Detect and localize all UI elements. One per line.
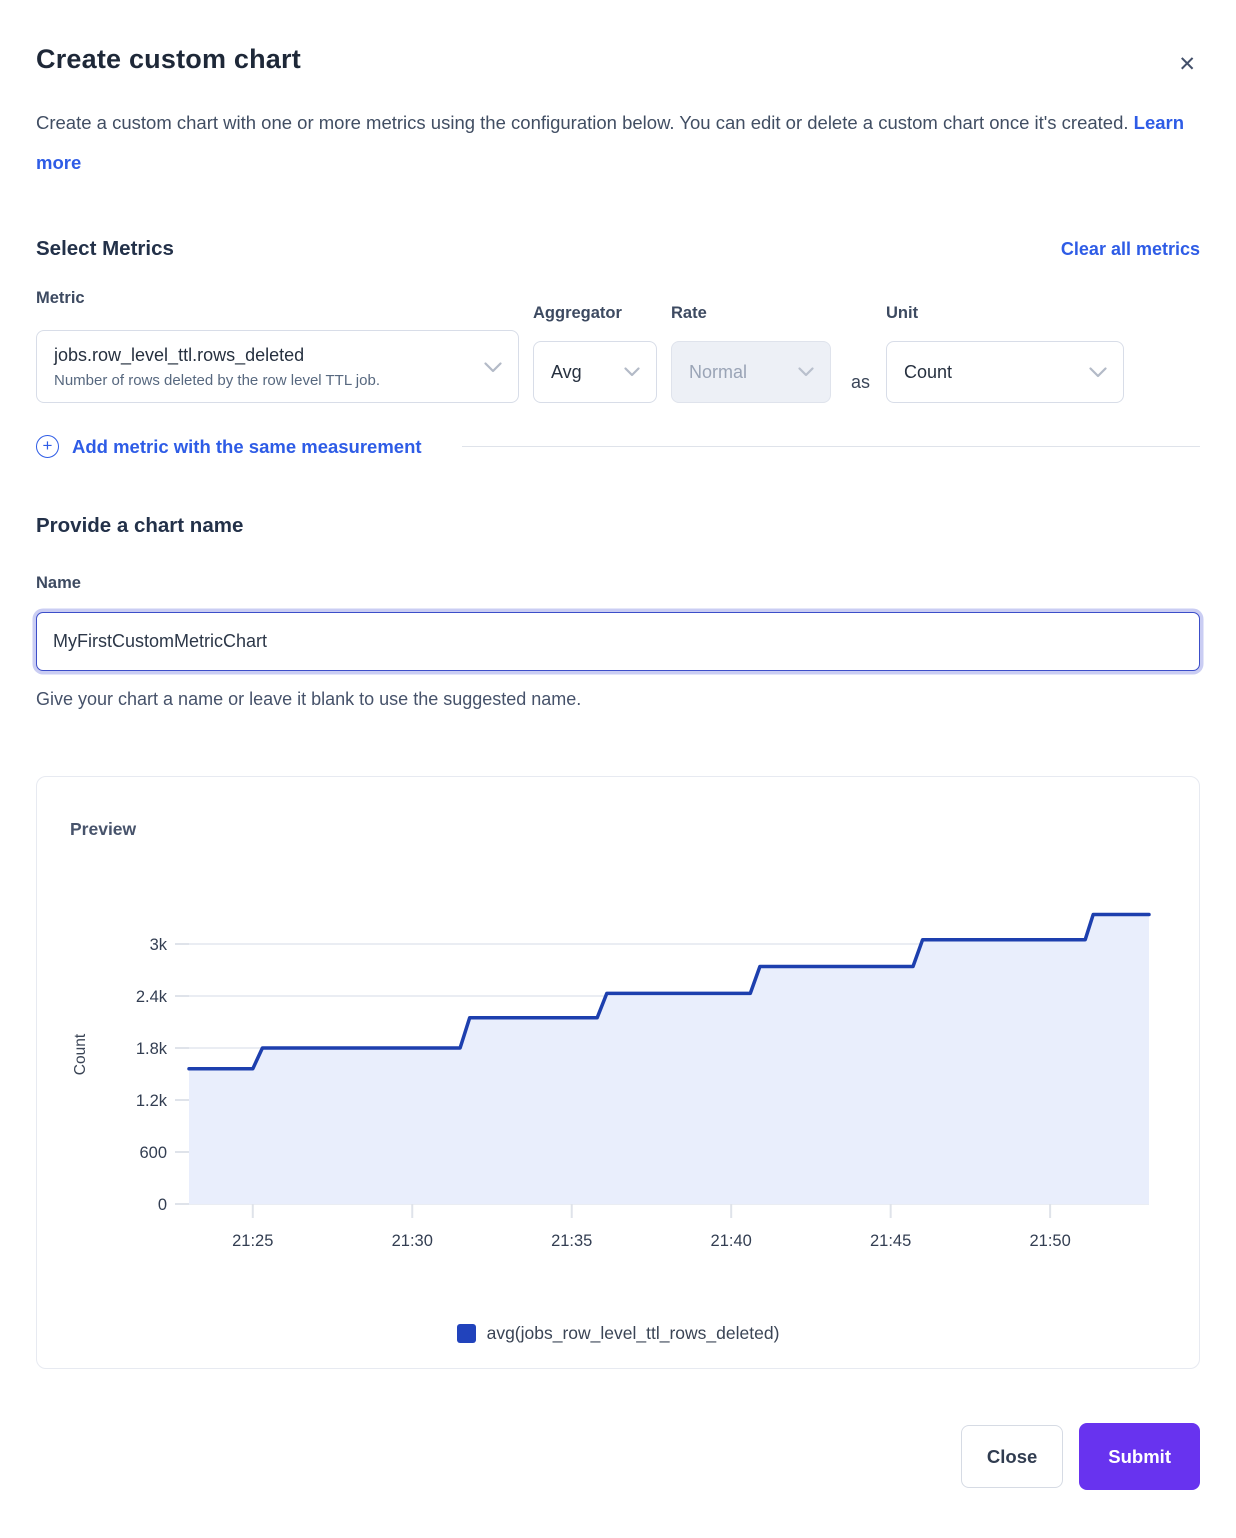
- close-icon[interactable]: ✕: [1174, 50, 1200, 79]
- preview-card: Preview 0 600 1.2k 1.8k 2.4k 3k 21:25 21:30 21:3…: [36, 776, 1200, 1369]
- svg-text:1.8k: 1.8k: [136, 1040, 168, 1058]
- unit-select-value: Count: [904, 361, 953, 382]
- metric-select-value: jobs.row_level_ttl.rows_deleted: [54, 344, 305, 365]
- metric-field: Metric jobs.row_level_ttl.rows_deleted N…: [36, 289, 519, 403]
- select-metrics-heading: Select Metrics: [36, 237, 174, 260]
- svg-text:2.4k: 2.4k: [136, 988, 168, 1006]
- legend-label: avg(jobs_row_level_ttl_rows_deleted): [486, 1323, 780, 1343]
- metric-select[interactable]: jobs.row_level_ttl.rows_deleted Number o…: [36, 330, 519, 403]
- chevron-down-icon: [624, 367, 640, 377]
- rate-select: Normal: [671, 341, 831, 403]
- svg-text:21:25: 21:25: [232, 1232, 273, 1250]
- submit-button[interactable]: Submit: [1079, 1423, 1200, 1490]
- chevron-down-icon: [798, 367, 814, 377]
- chart-name-heading: Provide a chart name: [36, 514, 244, 537]
- add-metric-button[interactable]: + Add metric with the same measurement: [36, 435, 422, 458]
- svg-text:0: 0: [158, 1196, 167, 1214]
- metric-select-description: Number of rows deleted by the row level …: [54, 371, 380, 389]
- unit-field: Unit Count: [886, 304, 1125, 403]
- divider: [461, 446, 1200, 447]
- aggregator-select[interactable]: Avg: [533, 341, 657, 403]
- preview-heading: Preview: [70, 819, 137, 839]
- svg-text:1.2k: 1.2k: [136, 1092, 168, 1110]
- modal-header: Create custom chart ✕: [36, 0, 1200, 79]
- chevron-down-icon: [484, 361, 502, 373]
- chevron-down-icon: [1089, 367, 1107, 378]
- add-metric-row: + Add metric with the same measurement: [36, 435, 1200, 458]
- aggregator-label: Aggregator: [533, 304, 622, 322]
- svg-text:21:30: 21:30: [392, 1232, 433, 1250]
- page-title: Create custom chart: [36, 44, 301, 74]
- metric-config-row: Metric jobs.row_level_ttl.rows_deleted N…: [36, 289, 1200, 403]
- svg-text:21:50: 21:50: [1029, 1232, 1070, 1250]
- preview-chart: 0 600 1.2k 1.8k 2.4k 3k 21:25 21:30 21:35 21:40 21…: [72, 912, 1151, 1250]
- plus-circle-icon: +: [36, 435, 59, 458]
- aggregator-field: Aggregator Avg: [533, 304, 657, 403]
- name-label: Name: [36, 574, 81, 592]
- svg-text:21:45: 21:45: [870, 1232, 911, 1250]
- create-custom-chart-modal: Create custom chart ✕ Create a custom ch…: [36, 0, 1200, 1490]
- as-label: as: [851, 372, 871, 392]
- chart-name-input[interactable]: [36, 612, 1200, 671]
- rate-label: Rate: [671, 304, 707, 322]
- name-helper-text: Give your chart a name or leave it blank…: [36, 689, 582, 709]
- learn-more-link[interactable]: Learn more: [36, 112, 1185, 173]
- metric-label: Metric: [36, 289, 85, 307]
- add-metric-label: Add metric with the same measurement: [72, 435, 422, 457]
- clear-all-metrics-link[interactable]: Clear all metrics: [1060, 239, 1200, 259]
- svg-text:3k: 3k: [150, 936, 168, 954]
- svg-text:21:40: 21:40: [711, 1232, 752, 1250]
- rate-select-value: Normal: [689, 361, 748, 382]
- unit-select[interactable]: Count: [886, 341, 1125, 403]
- legend-swatch: [456, 1324, 476, 1343]
- modal-description: Create a custom chart with one or more m…: [36, 103, 1186, 183]
- svg-text:Count: Count: [72, 1033, 89, 1075]
- rate-field: Rate Normal: [671, 304, 831, 403]
- description-text: Create a custom chart with one or more m…: [36, 112, 1129, 133]
- select-metrics-header: Select Metrics Clear all metrics: [36, 237, 1200, 261]
- unit-label: Unit: [886, 304, 919, 322]
- aggregator-select-value: Avg: [551, 361, 582, 382]
- svg-text:600: 600: [139, 1144, 167, 1162]
- close-button[interactable]: Close: [960, 1425, 1064, 1488]
- chart-legend: avg(jobs_row_level_ttl_rows_deleted): [37, 1323, 1199, 1344]
- svg-text:21:35: 21:35: [551, 1232, 592, 1250]
- modal-footer: Close Submit: [36, 1423, 1200, 1490]
